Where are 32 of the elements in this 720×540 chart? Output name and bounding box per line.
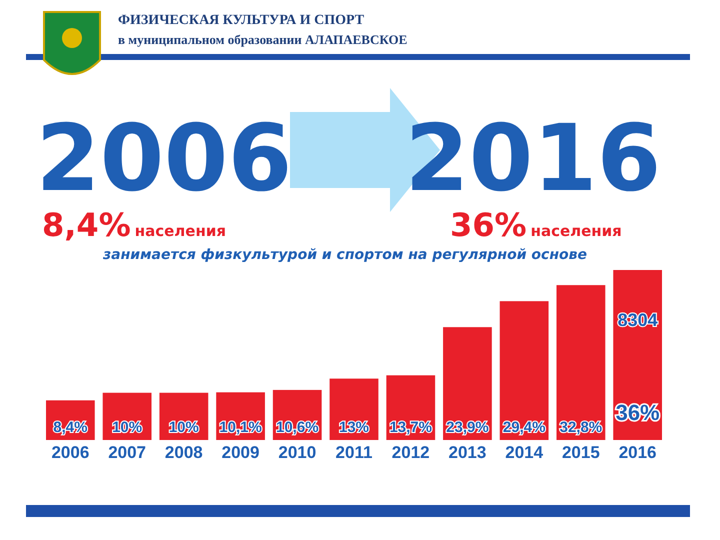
data-label: 10% (112, 419, 142, 436)
data-label: 13% (338, 419, 370, 436)
data-label: 13,7% (389, 419, 432, 436)
x-tick-label: 2015 (562, 443, 600, 462)
x-tick-label: 2010 (278, 443, 316, 462)
bar (556, 285, 606, 440)
annotation: 8304 (618, 310, 658, 330)
text: занимается физкультурой и спортом на регулярной основе (102, 247, 587, 263)
x-tick-label: 2014 (505, 443, 544, 462)
chart-title: ФИЗИЧЕСКАЯ КУЛЬТУРА И СПОРТ (118, 13, 365, 28)
x-tick-label: 2016 (618, 443, 657, 462)
text: населения (530, 222, 622, 240)
data-label: 10,6% (276, 419, 319, 436)
x-tick-label: 2007 (108, 443, 146, 462)
data-label: 8,4% (53, 419, 88, 436)
chart-subtitle: в муниципальном образовании АЛАПАЕВСКОЕ (118, 32, 408, 47)
data-label: 32,8% (560, 419, 602, 436)
bar (443, 327, 492, 440)
x-tick-label: 2013 (448, 443, 486, 462)
x-tick-label: 2012 (392, 443, 430, 462)
x-tick-label: 2008 (164, 443, 203, 462)
text: населения (134, 222, 226, 240)
data-label: 36% (616, 400, 660, 425)
x-tick-label: 2006 (51, 443, 90, 462)
data-label: 10% (168, 419, 199, 436)
bar (500, 301, 549, 440)
bar (330, 378, 378, 440)
data-label: 29,4% (502, 419, 546, 436)
x-tick-label: 2009 (222, 443, 260, 462)
data-label: 10,1% (219, 419, 262, 436)
x-tick-label: 2011 (336, 443, 372, 462)
data-label: 23,9% (446, 419, 489, 436)
